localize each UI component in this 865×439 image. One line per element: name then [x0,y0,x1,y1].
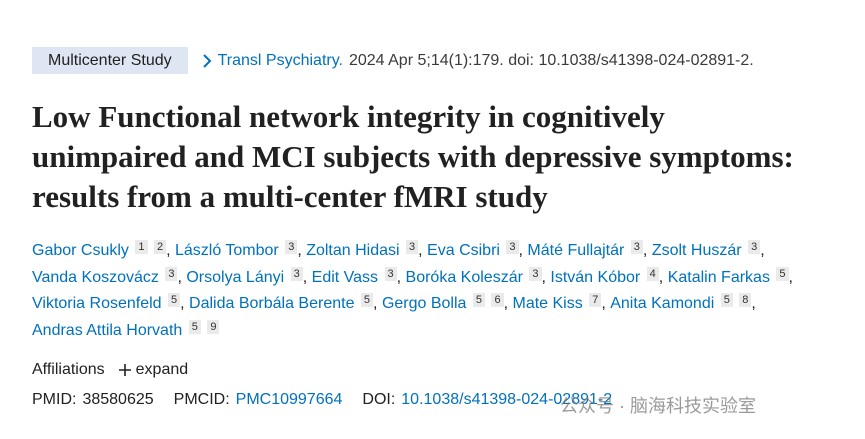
affiliation-number[interactable]: 3 [290,266,303,281]
affiliation-number[interactable]: 1 [135,240,148,254]
author: László Tombor 3 [174,240,306,259]
author: Eva Csibri 3 [427,240,527,259]
affiliation-number[interactable]: 5 [776,266,789,281]
affiliations: Affiliations expand [32,361,188,379]
author: Máté Fullajtár 3 [527,240,652,259]
pmcid-label: PMCID: [173,391,230,408]
affiliation-number[interactable]: 3 [748,240,761,254]
affiliation-number[interactable]: 3 [165,266,178,281]
chevron-icon [202,53,212,68]
affiliation-number[interactable]: 2 [153,240,167,254]
doi-label: DOI: [362,391,396,408]
author-name[interactable]: Eva Csibri [427,242,500,259]
expand-toggle[interactable]: expand [135,361,189,378]
author-name[interactable]: Viktoria Rosenfeld [32,295,162,312]
affiliation-number[interactable]: 3 [384,266,397,281]
affiliation-number[interactable]: 7 [589,293,602,307]
author: Gabor Csukly 1 2 [32,240,175,259]
author-name[interactable]: Andras Attila Horvath [32,321,183,339]
affiliation-number[interactable]: 4 [646,266,659,281]
author-list: Gabor Csukly 1 2 László Tombor 3 Zoltan … [32,238,832,344]
watermark: 公众号 · 脑海科技实验室 [560,396,756,416]
author: Edit Vass 3 [311,266,406,286]
author: Gergo Bolla 5 6 [381,293,512,312]
affiliation-number[interactable]: 9 [207,319,220,334]
author: Andras Attila Horvath 5 9 [32,319,220,339]
author-name[interactable]: Máté Fullajtár [527,242,625,259]
author: István Kóbor 4 [550,266,668,286]
author-name[interactable]: Edit Vass [311,268,379,286]
author: Dalida Borbála Berente 5 [189,293,382,312]
author-name[interactable]: Zsolt Huszár [651,242,742,259]
affiliation-number[interactable]: 5 [168,293,181,307]
affiliation-number[interactable]: 6 [491,293,504,307]
affiliation-number[interactable]: 3 [630,240,643,254]
affiliations-label: Affiliations [32,361,105,378]
author-name[interactable]: Boróka Koleszár [405,268,523,286]
author: Boróka Koleszár 3 [405,266,550,286]
affiliation-number[interactable]: 3 [285,240,298,254]
doi-link[interactable]: 10.1038/s41398-024-02891-2 [401,391,613,408]
publication-type: Multicenter Study [32,47,188,74]
affiliation-number[interactable]: 5 [720,293,733,307]
author-name[interactable]: Gergo Bolla [381,295,467,312]
author: Orsolya Lányi 3 [186,266,312,286]
author-name[interactable]: László Tombor [174,242,279,259]
author-name[interactable]: Dalida Borbála Berente [189,295,355,312]
pmcid-link[interactable]: PMC10997664 [235,391,343,408]
author: Viktoria Rosenfeld 5 [32,293,189,312]
plus-icon[interactable] [118,364,131,376]
author-name[interactable]: Mate Kiss [512,295,583,312]
author: Anita Kamondi 5 8 [610,293,756,312]
author-name[interactable]: Katalin Farkas [667,268,770,286]
author-name[interactable]: István Kóbor [550,268,641,286]
author: Zoltan Hidasi 3 [306,240,427,259]
author: Zsolt Huszár 3 [651,240,765,259]
author-name[interactable]: Gabor Csukly [32,242,129,259]
article-title: Low Functional network integrity in cogn… [32,99,794,214]
author-name[interactable]: Orsolya Lányi [186,268,285,286]
affiliation-number[interactable]: 3 [529,266,542,281]
identifiers: PMID: 38580625 PMCID: PMC10997664 DOI: 1… [32,391,612,409]
affiliation-number[interactable]: 3 [406,240,419,254]
author: Mate Kiss 7 [512,293,610,312]
pmid-label: PMID: [32,391,77,408]
author-name[interactable]: Zoltan Hidasi [306,242,400,259]
author: Vanda Koszovácz 3 [32,266,186,286]
journal-link[interactable]: Transl Psychiatry. [217,51,343,69]
affiliation-number[interactable]: 8 [739,293,752,307]
citation: 2024 Apr 5;14(1):179. doi: 10.1038/s4139… [348,51,754,69]
affiliation-number[interactable]: 5 [360,293,374,307]
affiliation-number[interactable]: 3 [506,240,519,254]
affiliation-number[interactable]: 5 [188,319,201,334]
pmid: 38580625 [82,391,154,408]
author-name[interactable]: Anita Kamondi [610,295,715,312]
affiliation-number[interactable]: 5 [472,293,486,307]
author-name[interactable]: Vanda Koszovácz [32,268,159,286]
author: Katalin Farkas 5 [667,266,793,286]
header: Multicenter Study Transl Psychiatry. 202… [32,47,754,74]
